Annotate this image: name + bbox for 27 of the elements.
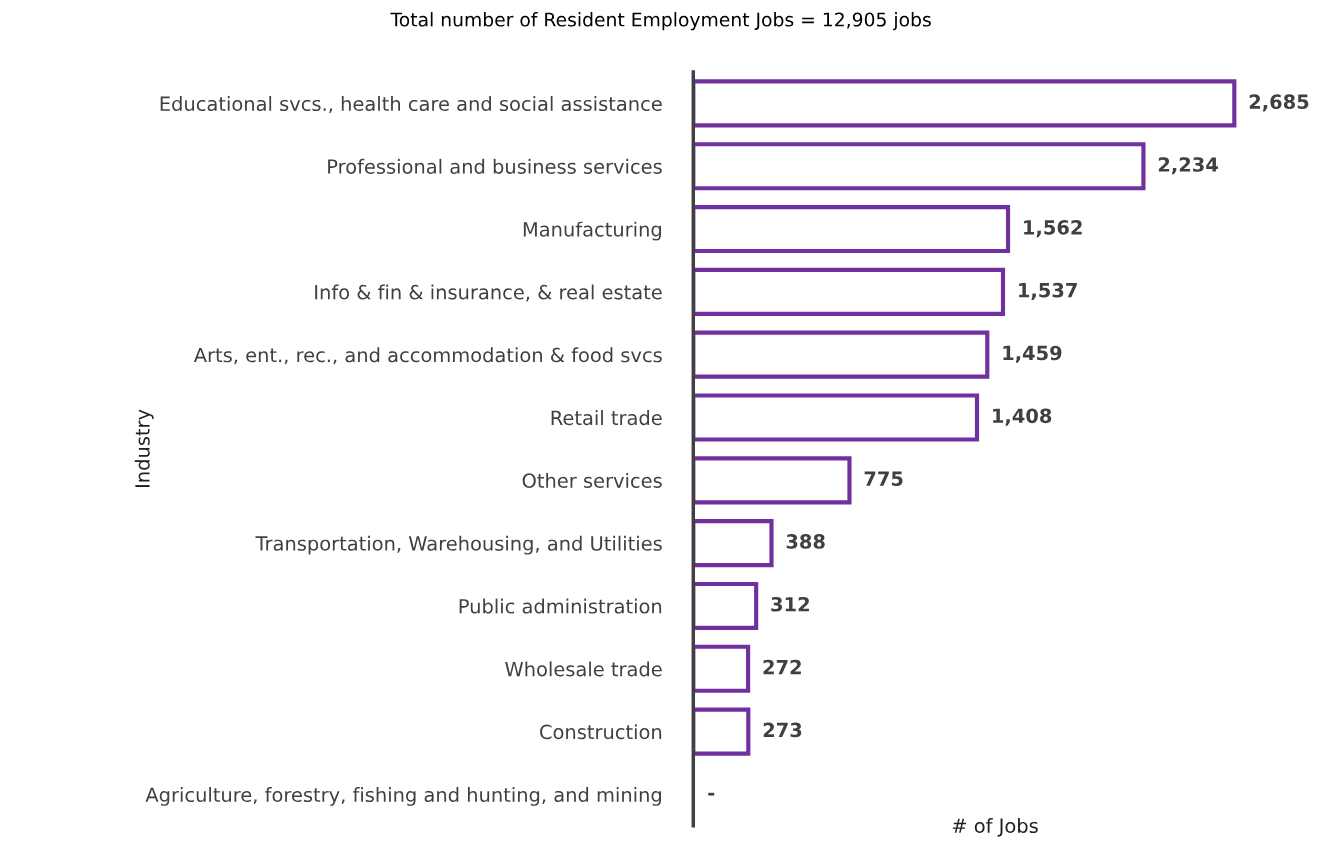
y-tick-label: Wholesale trade — [505, 661, 662, 677]
data-label: 2,685 — [1249, 94, 1309, 112]
y-tick-label: Public administration — [459, 598, 662, 614]
data-label: 273 — [763, 722, 802, 738]
data-label: 1,408 — [993, 408, 1052, 426]
y-axis-title: Industry — [134, 409, 154, 487]
y-tick-label: Transportation, Warehousing, and Utilities — [255, 535, 662, 555]
data-label: 1,562 — [1024, 219, 1082, 238]
y-tick-label: Agriculture, forestry, fishing and hunting, and mining — [145, 787, 661, 806]
data-label: 388 — [786, 534, 825, 549]
data-label: 775 — [864, 471, 903, 486]
data-label: - — [708, 792, 715, 796]
y-tick-label: Manufacturing — [523, 221, 661, 241]
y-tick-label: Info & fin & insurance, & real estate — [315, 284, 662, 302]
data-label: 1,537 — [1019, 282, 1077, 300]
data-label: 272 — [763, 659, 801, 675]
y-tick-label: Educational svcs., health care and social assistance — [160, 96, 662, 114]
x-axis-title: # of Jobs — [952, 818, 1038, 837]
data-label: 312 — [771, 596, 809, 612]
y-tick-label: Arts, ent., rec., and accommodation & food svcs — [193, 347, 662, 365]
chart-title: Total number of Resident Employment Jobs = 12,905 jobs — [390, 12, 931, 31]
data-label: 1,459 — [1003, 345, 1062, 363]
y-tick-label: Retail trade — [551, 410, 662, 426]
data-label: 2,234 — [1158, 157, 1218, 175]
y-tick-label: Construction — [540, 724, 662, 740]
y-tick-label: Professional and business services — [328, 158, 662, 174]
y-tick-label: Other services — [522, 472, 662, 488]
